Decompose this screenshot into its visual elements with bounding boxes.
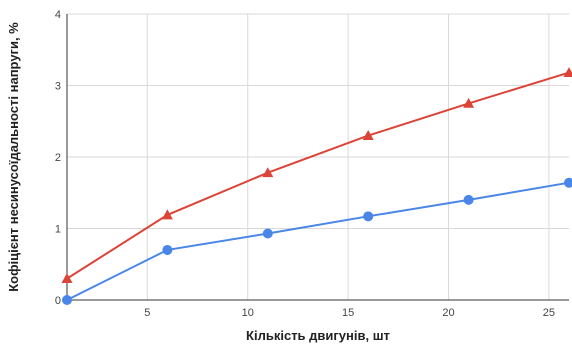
y-tick-label: 1: [55, 224, 61, 236]
x-tick-label: 5: [144, 307, 150, 319]
data-point: [61, 273, 73, 283]
x-axis-title: Кількість двигунів, шт: [246, 328, 390, 343]
y-tick-label: 2: [55, 152, 61, 164]
data-point: [363, 211, 374, 222]
y-tick-label: 4: [55, 9, 61, 21]
x-tick-label: 25: [543, 307, 555, 319]
data-point: [362, 130, 374, 140]
series: [61, 67, 572, 305]
data-point: [463, 97, 475, 108]
x-tick-label: 10: [242, 307, 254, 319]
axes: [66, 14, 569, 301]
y-axis-title: Кофіцієнт несинусоїдальності напруги, %: [6, 22, 21, 292]
tick-labels: 0 1 2 3 4 5 10 15 20 25: [55, 9, 555, 319]
series-line: [66, 181, 570, 301]
y-tick-label: 0: [55, 295, 61, 307]
series-circle: [62, 177, 572, 305]
data-point: [262, 167, 274, 178]
data-point: [563, 67, 572, 78]
series-line: [66, 71, 570, 280]
data-point: [161, 209, 173, 220]
data-point: [463, 194, 474, 205]
data-point: [564, 177, 572, 188]
x-tick-label: 20: [442, 307, 454, 319]
data-point: [162, 244, 173, 255]
y-tick-label: 3: [55, 81, 61, 93]
data-point: [262, 228, 273, 239]
grid: [67, 13, 569, 300]
x-tick-label: 15: [342, 307, 354, 319]
data-point: [62, 295, 72, 305]
series-triangle: [61, 67, 572, 283]
